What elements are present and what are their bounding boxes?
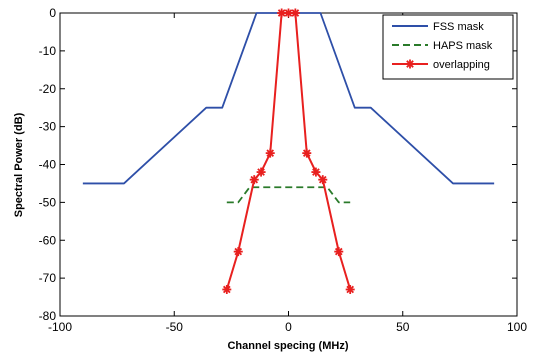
y-axis-label: Spectral Power (dB) xyxy=(13,112,25,217)
overlapping-point xyxy=(277,8,287,18)
x-tick-label: -100 xyxy=(48,320,72,334)
series-layer xyxy=(82,8,495,294)
y-tick-label: -40 xyxy=(39,158,57,172)
x-tick-label: -50 xyxy=(166,320,184,334)
y-tick-label: -70 xyxy=(39,271,57,285)
overlapping-point xyxy=(233,247,243,257)
x-tick-label: 100 xyxy=(507,320,527,334)
overlapping-point xyxy=(345,284,355,294)
legend-marker-overlapping xyxy=(405,59,415,69)
overlapping-point xyxy=(284,8,293,18)
y-tick-label: -30 xyxy=(39,120,57,134)
x-tick-label: 0 xyxy=(285,320,292,334)
overlapping-point xyxy=(290,8,300,18)
y-tick-label: -10 xyxy=(39,44,57,58)
x-axis-ticks: -100 -50 0 50 100 xyxy=(48,13,527,334)
y-tick-label: -50 xyxy=(39,195,57,209)
overlapping-point xyxy=(222,284,232,294)
overlapping-point xyxy=(265,148,275,158)
legend: FSS mask HAPS mask overlapping xyxy=(382,14,514,80)
overlapping-point xyxy=(311,167,321,177)
legend-label-haps-mask: HAPS mask xyxy=(433,40,493,52)
y-tick-label: -80 xyxy=(39,309,57,323)
overlapping-point xyxy=(249,175,259,185)
y-tick-label: 0 xyxy=(49,6,56,20)
overlapping-point xyxy=(334,247,344,257)
overlapping-point xyxy=(318,175,328,185)
overlapping-point xyxy=(256,167,266,177)
y-axis-ticks: 0 -10 -20 -30 -40 -50 -60 -70 -80 xyxy=(39,6,517,323)
y-tick-label: -60 xyxy=(39,233,57,247)
legend-label-fss-mask: FSS mask xyxy=(433,21,484,33)
y-tick-label: -20 xyxy=(39,82,57,96)
haps-mask-series-line xyxy=(226,186,351,204)
x-tick-label: 50 xyxy=(396,320,410,334)
overlapping-point xyxy=(302,148,312,158)
legend-label-overlapping: overlapping xyxy=(433,59,490,71)
x-axis-label: Channel specing (MHz) xyxy=(227,340,348,352)
